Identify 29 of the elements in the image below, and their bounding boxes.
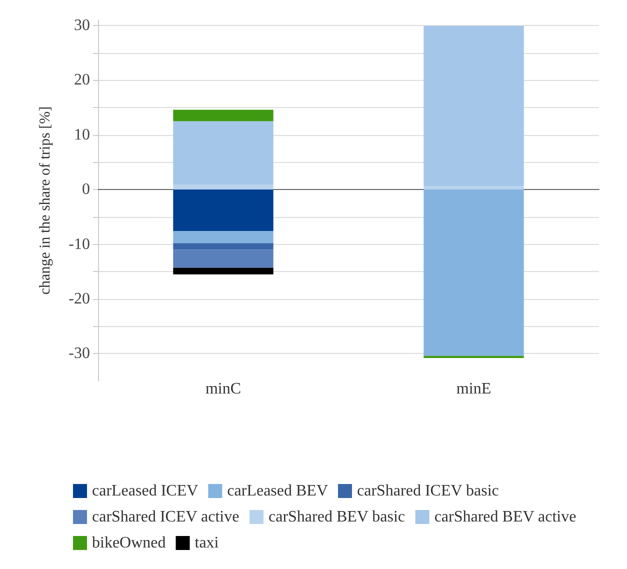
legend-label: carShared BEV active	[434, 508, 576, 526]
bar	[173, 184, 274, 190]
bar	[424, 26, 524, 186]
bar	[173, 243, 274, 250]
legend-label: carShared ICEV active	[92, 508, 240, 526]
y-tick-label: -20	[68, 290, 90, 308]
bar	[173, 110, 274, 122]
y-tick-label: -10	[68, 236, 90, 253]
legend-label: bikeOwned	[92, 534, 166, 552]
y-tick-label: 10	[74, 126, 90, 144]
bar	[173, 121, 274, 185]
legend-label: carLeased BEV	[227, 482, 328, 500]
legend-label: carShared ICEV basic	[357, 482, 499, 500]
legend-label: carShared BEV basic	[268, 508, 406, 526]
y-axis-title: change in the share of trips [%]	[38, 106, 54, 295]
y-tick-label: 0	[82, 181, 90, 198]
bar	[173, 231, 274, 244]
bar	[173, 250, 274, 268]
legend-label: taxi	[194, 534, 220, 552]
y-tick-label: 20	[74, 72, 90, 89]
x-tick-label: minC	[205, 380, 242, 398]
x-tick-label: minE	[456, 380, 492, 398]
legend-label: carLeased ICEV	[92, 482, 199, 500]
bar	[173, 268, 274, 274]
y-tick-label: -30	[68, 345, 90, 362]
bar	[173, 190, 274, 232]
bar	[424, 356, 524, 358]
bar	[424, 190, 524, 356]
y-tick-label: 30	[74, 16, 90, 34]
